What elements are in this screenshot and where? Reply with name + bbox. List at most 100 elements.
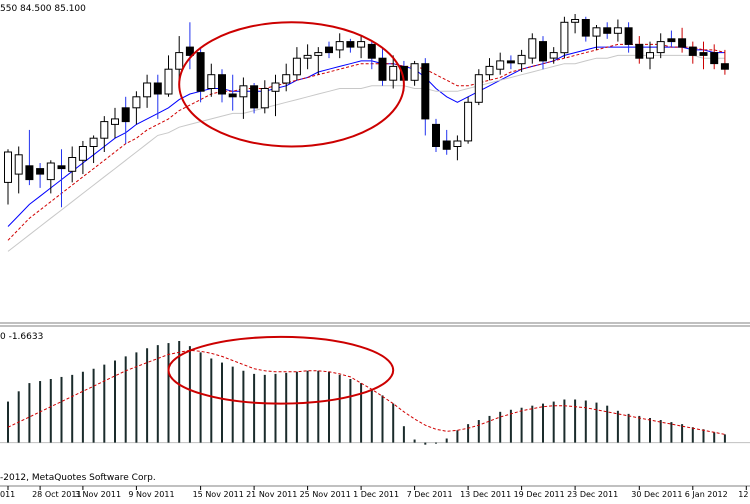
candle <box>678 27 687 53</box>
candle <box>410 60 419 86</box>
candle <box>292 47 301 81</box>
candle-body <box>218 74 226 95</box>
candle <box>378 47 387 86</box>
candle-body <box>453 140 462 147</box>
candle <box>164 55 173 97</box>
candle <box>367 41 376 70</box>
main-price-panel <box>0 14 750 327</box>
candle-body <box>346 41 355 48</box>
x-tick-label: 30 Dec 2011 <box>631 490 682 499</box>
candle <box>335 33 344 59</box>
candle-body <box>314 52 323 56</box>
candle <box>121 96 130 144</box>
candle-body <box>207 74 216 89</box>
candle <box>688 41 697 64</box>
x-tick-label: 23 Dec 2011 <box>567 490 618 499</box>
candle-body <box>571 19 580 23</box>
candle-body <box>592 27 601 37</box>
candle-body <box>560 21 569 54</box>
candle-body <box>132 96 141 109</box>
candle <box>646 41 654 70</box>
highlight-ellipse-indicator <box>167 335 395 405</box>
candle-body <box>185 46 194 56</box>
candle <box>271 74 280 117</box>
candle <box>185 22 194 70</box>
candle-body <box>121 107 130 123</box>
indicator-readout: 0 -1.6633 <box>0 332 43 342</box>
candle <box>325 41 333 59</box>
candle-body <box>549 52 558 59</box>
candle-body <box>720 63 729 70</box>
x-tick-label: 28 Oct 2011 <box>32 490 81 499</box>
candle-body <box>442 140 451 150</box>
candle-body <box>228 93 237 98</box>
annotation-layer <box>167 21 405 405</box>
candle <box>389 55 398 89</box>
candle <box>78 140 87 175</box>
candle-body <box>613 27 622 34</box>
x-tick-label: 19 Dec 2011 <box>514 490 565 499</box>
candle-body <box>528 38 537 59</box>
candle-body <box>250 85 259 109</box>
candle-body <box>367 43 376 59</box>
candle <box>46 160 55 194</box>
candle <box>207 63 216 97</box>
moving-average-line-2 <box>7 43 726 241</box>
candle-body <box>14 154 23 175</box>
candle-body <box>656 41 665 54</box>
candle <box>421 58 430 136</box>
candle <box>218 69 226 103</box>
candle <box>153 74 162 119</box>
candle <box>656 33 665 59</box>
candle <box>496 52 505 75</box>
x-tick-label: 1 Dec 2011 <box>353 490 399 499</box>
candle-body <box>410 63 419 81</box>
candle <box>196 47 205 103</box>
candle-body <box>389 65 398 81</box>
x-tick-label: 7 Dec 2011 <box>407 490 453 499</box>
candle-body <box>78 146 87 161</box>
candle-body <box>25 165 34 181</box>
candle <box>624 22 633 53</box>
x-tick-label: 12 Jan 2012 <box>738 490 750 499</box>
candle <box>132 91 141 125</box>
candle <box>581 16 590 42</box>
candle-body <box>111 118 119 125</box>
candle <box>282 63 291 92</box>
candle <box>517 49 526 72</box>
candle-body <box>100 121 109 139</box>
x-tick-label: 3 Nov 2011 <box>75 490 121 499</box>
candle-body <box>474 74 483 103</box>
candle <box>635 36 644 64</box>
candle-body <box>667 38 676 43</box>
candle-body <box>196 52 205 92</box>
candle <box>528 33 537 64</box>
candle <box>506 55 515 70</box>
candle-body <box>325 46 333 54</box>
candle <box>143 74 152 108</box>
moving-average-line-3 <box>7 54 725 252</box>
candle <box>175 36 184 83</box>
copyright-text: -2012, MetaQuotes Software Corp. <box>0 473 156 483</box>
candle-body <box>699 52 708 56</box>
candle-body <box>678 38 687 48</box>
candle-body <box>303 54 312 59</box>
x-tick-label: 6 Jan 2012 <box>685 490 728 499</box>
candle-body <box>646 52 654 59</box>
candle-body <box>292 57 301 76</box>
candle <box>260 80 269 114</box>
candle-body <box>271 82 280 92</box>
candle-body <box>57 165 66 170</box>
candle-body <box>432 123 440 148</box>
candle-body <box>464 101 473 142</box>
x-tick-label: 13 Dec 2011 <box>460 490 511 499</box>
candle <box>474 69 483 106</box>
candle-body <box>603 27 612 34</box>
x-tick-label: 9 Nov 2011 <box>128 490 174 499</box>
candle <box>100 116 109 152</box>
candle <box>549 47 558 64</box>
candle-body <box>260 88 269 109</box>
